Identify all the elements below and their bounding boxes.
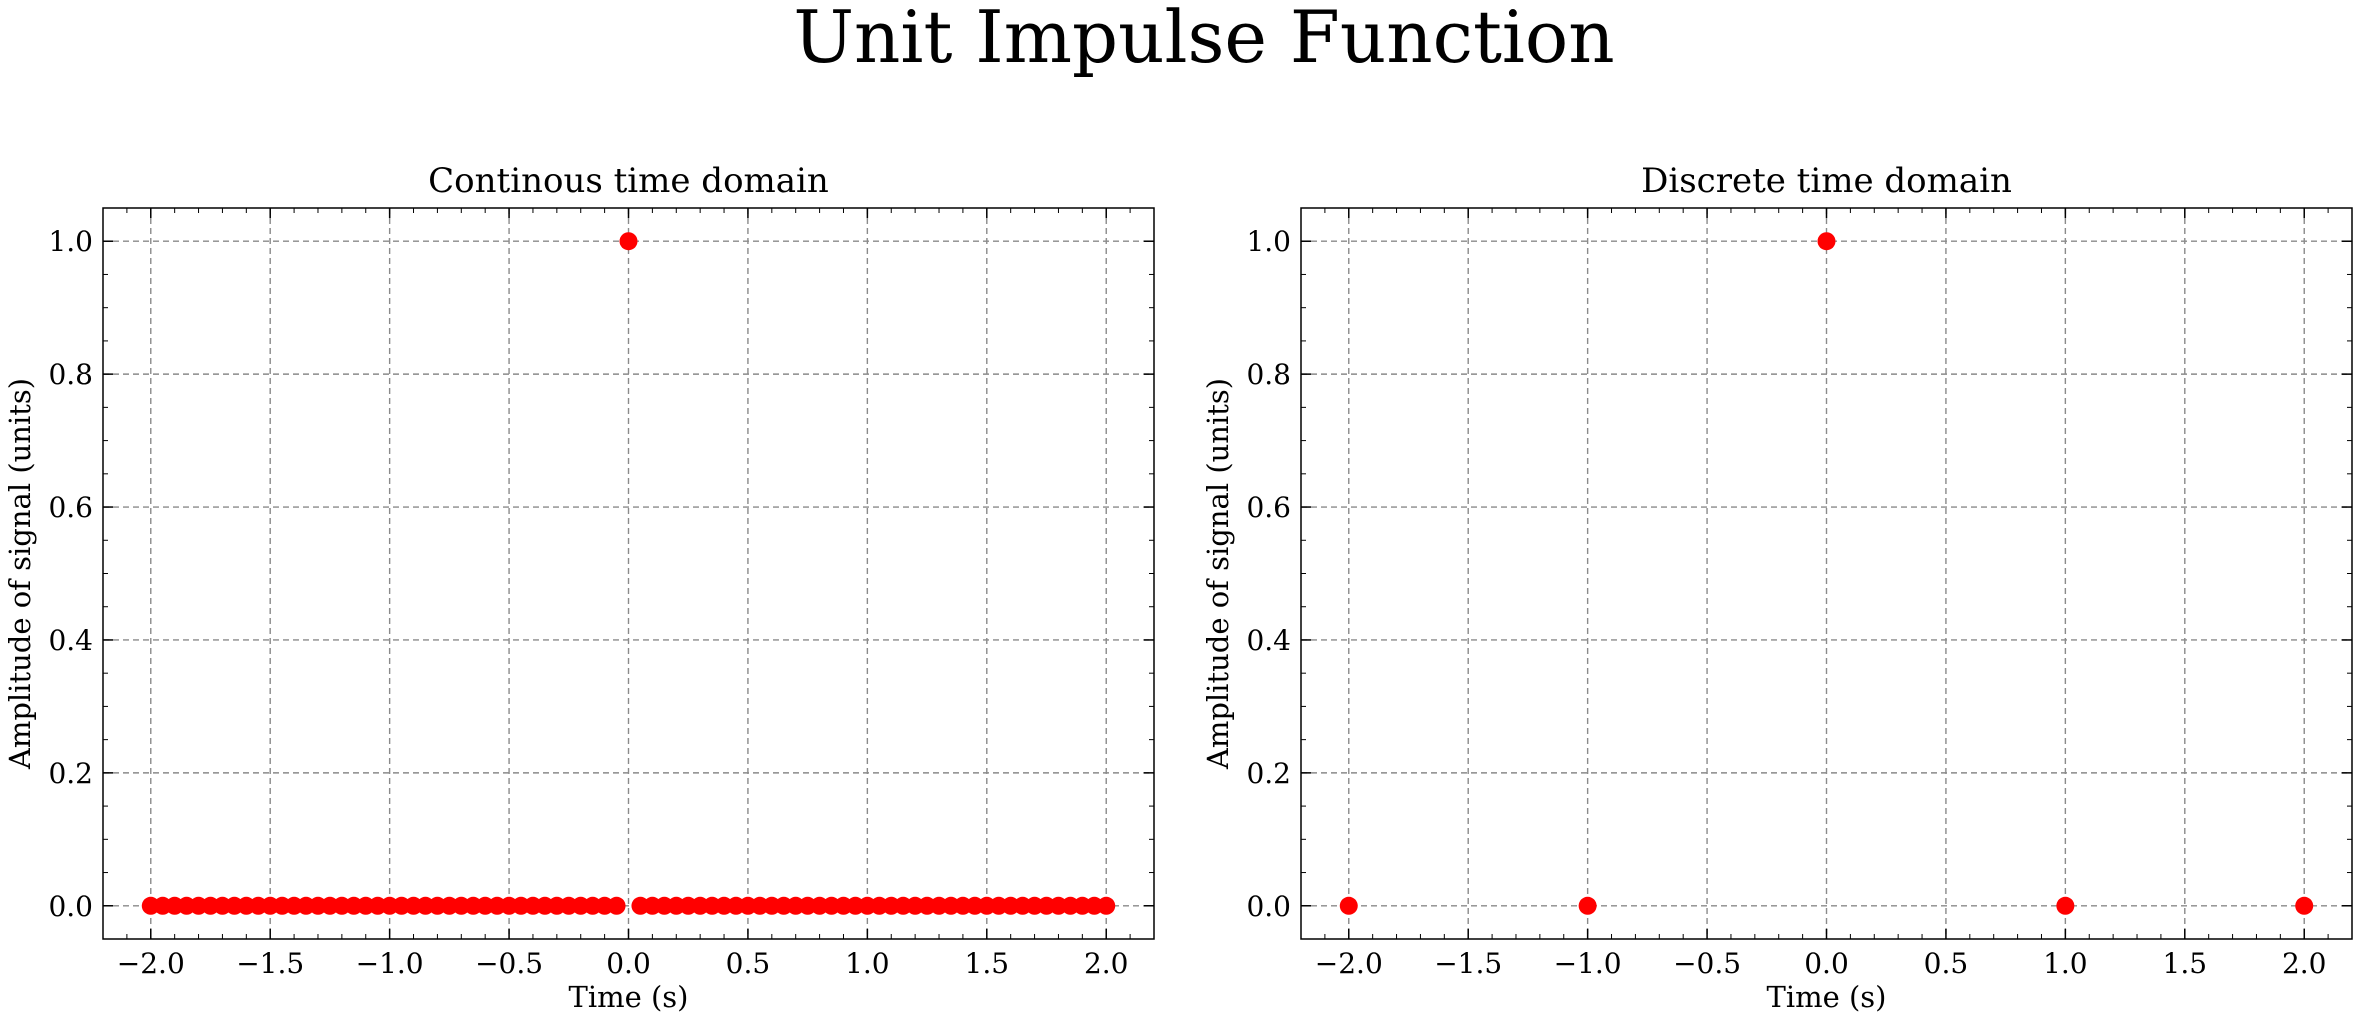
- y-tick-label: 0.4: [1246, 624, 1291, 657]
- continuous-time-axes: −2.0 −1.5 −1.0 −0.5 0.0 0.5 1.0 1.5 2.0 0.00.20.…: [3, 161, 1155, 1014]
- axes-frame: [102, 207, 1155, 940]
- x-tick-labels: −2.0 −1.5 −1.0 −0.5 0.0 0.5 1.0 1.5 2.0: [1315, 947, 2327, 980]
- grid-lines: [103, 208, 1154, 939]
- y-axis-label: Amplitude of signal (units): [3, 378, 37, 770]
- data-point: [1817, 232, 1836, 251]
- x-tick-label: 0.0: [1804, 947, 1849, 980]
- x-tick-label: 0.0: [606, 947, 651, 980]
- x-axis-label: Time (s): [1766, 980, 1886, 1014]
- data-point: [1578, 896, 1597, 915]
- x-tick-label: −1.5: [1434, 947, 1502, 980]
- y-tick-label: 0.8: [1246, 358, 1291, 391]
- y-tick-label: 0.0: [1246, 890, 1291, 923]
- data-markers: [1339, 232, 2314, 915]
- x-tick-label: −1.0: [1554, 947, 1622, 980]
- x-tick-label: −0.5: [1673, 947, 1741, 980]
- y-tick-label: 0.6: [48, 491, 93, 524]
- axes-title: Continous time domain: [428, 161, 829, 201]
- y-tick-label: 0.2: [48, 757, 93, 790]
- data-point: [1339, 896, 1358, 915]
- x-tick-label: 1.0: [2043, 947, 2088, 980]
- y-tick-label: 1.0: [1246, 225, 1291, 258]
- y-tick-label: 0.4: [48, 624, 93, 657]
- discrete-time-axes: −2.0 −1.5 −1.0 −0.5 0.0 0.5 1.0 1.5 2.0 0.00.20.…: [1201, 161, 2353, 1014]
- x-tick-label: 0.5: [726, 947, 771, 980]
- x-tick-labels: −2.0 −1.5 −1.0 −0.5 0.0 0.5 1.0 1.5 2.0: [117, 947, 1129, 980]
- x-tick-label: 1.5: [965, 947, 1010, 980]
- major-ticks: [1301, 208, 2352, 939]
- x-tick-label: 0.5: [1924, 947, 1969, 980]
- x-tick-label: −1.0: [356, 947, 424, 980]
- figure-suptitle: Unit Impulse Function: [793, 0, 1614, 79]
- x-tick-label: 2.0: [2282, 947, 2327, 980]
- y-tick-label: 0.0: [48, 890, 93, 923]
- x-tick-label: 2.0: [1084, 947, 1129, 980]
- major-ticks: [103, 208, 1154, 939]
- data-point: [2295, 896, 2314, 915]
- grid-lines: [1301, 208, 2352, 939]
- minor-ticks: [1301, 208, 2352, 939]
- y-tick-label: 0.8: [48, 358, 93, 391]
- y-tick-labels: 0.0 0.2 0.4 0.6 0.8 1.0: [48, 225, 93, 923]
- x-tick-label: −0.5: [475, 947, 543, 980]
- x-tick-label: −2.0: [1315, 947, 1383, 980]
- data-point: [1097, 896, 1116, 915]
- y-tick-label: 1.0: [48, 225, 93, 258]
- y-axis-label: Amplitude of signal (units): [1201, 378, 1235, 770]
- axes-frame: [1300, 207, 2353, 940]
- y-tick-label: 0.2: [1246, 757, 1291, 790]
- y-tick-label: 0.6: [1246, 491, 1291, 524]
- y-tick-labels: 0.0 0.2 0.4 0.6 0.8 1.0: [1246, 225, 1291, 923]
- minor-ticks: [103, 208, 1154, 939]
- x-tick-label: −1.5: [236, 947, 304, 980]
- x-tick-label: 1.0: [845, 947, 890, 980]
- x-axis-label: Time (s): [568, 980, 688, 1014]
- x-tick-label: 1.5: [2163, 947, 2208, 980]
- x-tick-label: −2.0: [117, 947, 185, 980]
- axes-title: Discrete time domain: [1641, 161, 2012, 201]
- data-point: [619, 232, 638, 251]
- data-point: [607, 896, 626, 915]
- data-markers: [141, 232, 1116, 915]
- data-point: [2056, 896, 2075, 915]
